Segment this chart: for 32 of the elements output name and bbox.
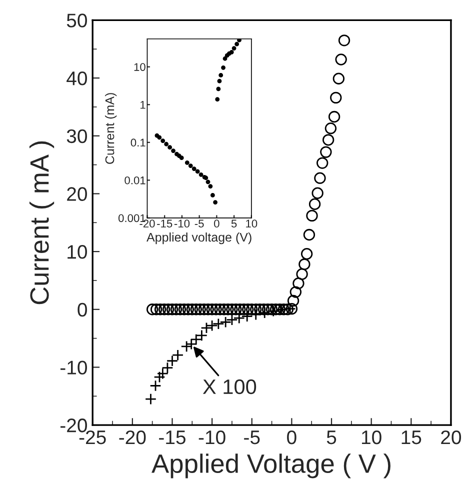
y-tick-label: 0.1 <box>130 138 146 147</box>
x-tick-label: 5 <box>326 430 336 444</box>
x-axis-title: Applied Voltage ( V ) <box>152 454 390 478</box>
y-tick-label: 20 <box>67 187 87 201</box>
x-tick-label: 20 <box>441 430 462 444</box>
x-tick-label: 0 <box>287 430 296 444</box>
y-tick-label: 1 <box>140 101 146 109</box>
y-tick-label: 0.01 <box>124 176 146 184</box>
annotation: X 100 <box>202 379 256 394</box>
x-tick-label: 15 <box>402 430 422 444</box>
x-tick-label: 0 <box>214 220 220 228</box>
x-tick-label: -15 <box>157 220 172 228</box>
x-tick-label: 10 <box>362 430 382 444</box>
y-tick-label: -10 <box>60 360 87 374</box>
x-tick-label: -10 <box>198 430 226 444</box>
y-tick-label: 50 <box>66 14 87 28</box>
y-tick-label: 10 <box>134 63 146 71</box>
y-axis-title: Current (mA) <box>105 93 117 164</box>
x-tick-label: -15 <box>159 430 186 444</box>
y-tick-label: -20 <box>60 418 87 432</box>
x-tick-label: -10 <box>174 220 190 228</box>
y-tick-label: 30 <box>66 129 87 144</box>
y-tick-label: 0 <box>78 302 87 317</box>
y-axis-title: Current ( mA ) <box>29 141 54 304</box>
x-tick-label: -25 <box>79 430 106 444</box>
x-tick-label: 10 <box>246 220 258 228</box>
y-tick-label: 40 <box>66 71 87 86</box>
x-tick-label: -5 <box>194 220 204 228</box>
x-tick-label: -5 <box>244 430 260 444</box>
y-tick-label: 10 <box>68 245 87 259</box>
x-tick-label: 5 <box>231 220 237 228</box>
x-axis-title: Applied voltage (V) <box>146 232 252 244</box>
